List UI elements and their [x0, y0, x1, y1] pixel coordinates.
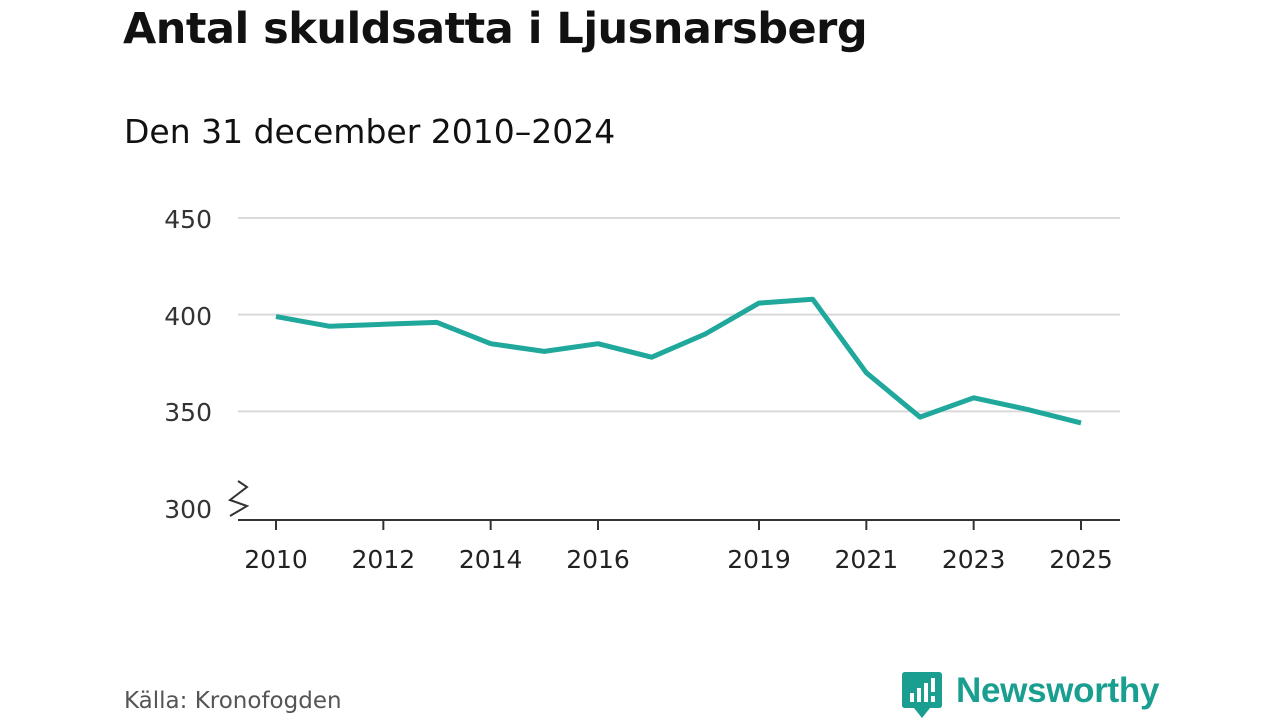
chart-subtitle: Den 31 december 2010–2024 — [124, 112, 616, 151]
x-tick-label-2016: 2016 — [566, 545, 630, 574]
y-axis-ticks: 450 400 350 300 — [164, 205, 212, 524]
brand-name: Newsworthy — [956, 671, 1160, 710]
newsworthy-logo-icon — [902, 672, 942, 718]
x-tick-label-2021: 2021 — [835, 545, 899, 574]
y-tick-label-350: 350 — [164, 398, 212, 427]
x-tick-label-2012: 2012 — [352, 545, 416, 574]
x-tick-label-2014: 2014 — [459, 545, 523, 574]
y-tick-label-300: 300 — [164, 495, 212, 524]
y-tick-label-400: 400 — [164, 302, 212, 331]
x-tick-label-2023: 2023 — [942, 545, 1006, 574]
x-tick-label-2010: 2010 — [244, 545, 308, 574]
source-note: Källa: Kronofogden — [124, 688, 342, 714]
grid-lines — [238, 217, 1120, 413]
brand-logo: Newsworthy — [902, 670, 1159, 720]
x-axis-ticks: 2010 2012 2014 2016 2019 2021 2023 2025 — [244, 520, 1113, 574]
x-tick-label-2019: 2019 — [727, 545, 791, 574]
series-line-0 — [275, 296, 1082, 426]
y-tick-label-450: 450 — [164, 205, 212, 234]
data-series — [275, 296, 1082, 426]
x-tick-label-2025: 2025 — [1049, 545, 1113, 574]
axis-break-icon — [227, 480, 250, 517]
chart-title: Antal skuldsatta i Ljusnarsberg — [123, 4, 868, 54]
